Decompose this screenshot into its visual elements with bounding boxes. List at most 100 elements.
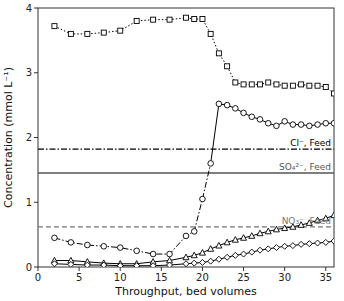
series-connector [211, 104, 219, 164]
x-tick-label: 0 [35, 272, 41, 283]
data-point [315, 240, 321, 246]
y-tick-label: 4 [26, 3, 32, 14]
data-point [68, 261, 74, 267]
data-point [257, 117, 263, 123]
data-point [265, 228, 271, 234]
y-tick [34, 137, 38, 138]
chart: 0510152025303501234Throughput, bed volum… [0, 0, 344, 301]
data-point [282, 83, 287, 88]
plot-area [38, 15, 334, 267]
data-point [208, 258, 214, 264]
data-point [315, 122, 321, 128]
y-tick-label: 3 [26, 67, 32, 78]
data-point [183, 233, 189, 239]
x-tick-label: 35 [319, 272, 332, 283]
data-point [199, 250, 205, 256]
reference-label: NO₃⁻, Feed [282, 216, 331, 226]
data-point [241, 82, 246, 87]
data-point [183, 261, 189, 267]
data-point [249, 249, 255, 255]
data-point [331, 120, 334, 126]
data-point [299, 82, 304, 87]
data-point [200, 196, 206, 202]
x-tick [38, 267, 39, 271]
data-point [200, 17, 205, 22]
data-point [307, 83, 312, 88]
x-axis-label: Throughput, bed volumes [114, 285, 257, 298]
data-point [249, 82, 254, 87]
data-point [274, 123, 280, 129]
data-point [282, 119, 288, 125]
data-point [332, 91, 335, 96]
data-point [232, 252, 238, 258]
data-point [258, 82, 263, 87]
data-point [208, 31, 213, 36]
data-point [191, 252, 197, 258]
data-point [117, 245, 123, 251]
series-markers [51, 15, 334, 267]
data-point [323, 84, 328, 89]
data-point [68, 31, 73, 36]
data-point [323, 239, 329, 245]
data-point [224, 239, 230, 245]
data-point [216, 242, 222, 248]
y-tick [34, 72, 38, 73]
data-point [290, 243, 296, 249]
data-point [233, 106, 239, 112]
data-point [199, 259, 205, 265]
data-point [68, 240, 74, 246]
data-point [241, 235, 247, 241]
data-point [225, 64, 230, 69]
data-point [191, 229, 197, 235]
reference-label: SO₄²⁻, Feed [279, 162, 331, 172]
series-line [54, 241, 334, 266]
data-point [216, 256, 222, 262]
data-point [167, 262, 173, 267]
data-point [315, 83, 320, 88]
data-point [84, 262, 90, 267]
x-tick-label: 25 [237, 272, 250, 283]
x-tick [284, 267, 285, 271]
data-point [101, 243, 107, 249]
x-tick [161, 267, 162, 271]
data-point [290, 83, 295, 88]
data-point [151, 17, 156, 22]
data-point [85, 242, 91, 248]
y-tick-label: 2 [26, 132, 32, 143]
data-point [265, 246, 271, 252]
y-tick [34, 202, 38, 203]
data-point [150, 251, 156, 257]
data-point [167, 251, 173, 257]
data-point [52, 24, 57, 29]
data-point [224, 102, 230, 108]
data-point [323, 120, 329, 126]
data-point [216, 101, 222, 107]
data-point [224, 254, 230, 260]
series-line [54, 215, 334, 264]
x-tick [243, 267, 244, 271]
data-point [298, 241, 304, 247]
x-tick-label: 15 [155, 272, 168, 283]
series-line [54, 18, 334, 94]
reference-line [38, 149, 334, 150]
data-point [298, 122, 304, 128]
data-point [216, 51, 221, 56]
data-point [241, 251, 247, 257]
data-point [249, 114, 255, 120]
data-point [117, 263, 123, 267]
data-point [184, 15, 189, 20]
series-line [54, 163, 210, 254]
data-point [306, 241, 312, 247]
data-point [249, 233, 255, 239]
y-tick-label: 1 [26, 197, 32, 208]
x-tick [202, 267, 203, 271]
data-point [134, 248, 140, 254]
y-tick-label: 0 [26, 262, 32, 273]
x-tick-label: 20 [196, 272, 209, 283]
y-axis-label: Concentration (mmol L⁻¹) [2, 67, 15, 208]
data-point [266, 80, 271, 85]
x-tick [325, 267, 326, 271]
data-point [134, 263, 140, 267]
x-tick [120, 267, 121, 271]
plot-frame [38, 8, 334, 267]
